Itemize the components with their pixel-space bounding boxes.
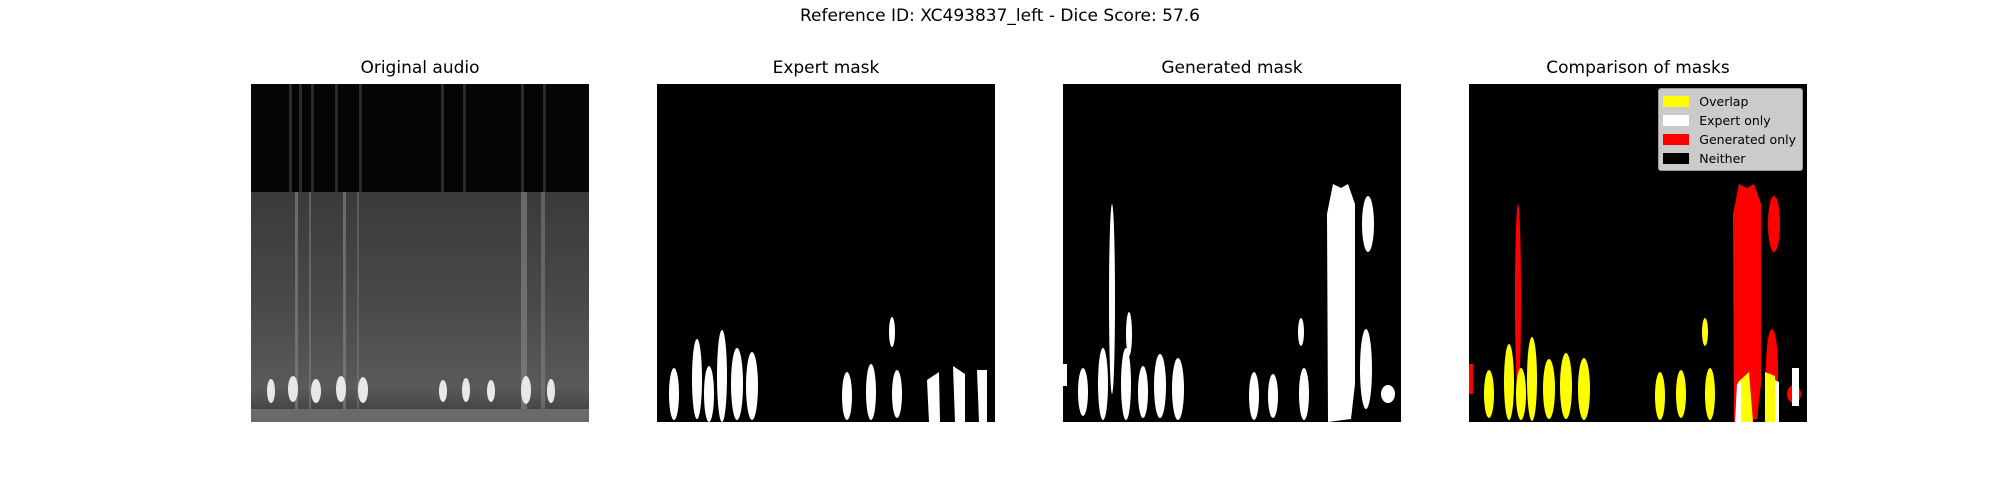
generated-mask-image [1063,184,1395,422]
legend-label: Generated only [1699,132,1796,147]
spectrogram-image [251,84,589,422]
legend-label: Overlap [1699,94,1749,109]
panel-title-comparison: Comparison of masks [1546,58,1730,78]
legend-label: Neither [1699,151,1746,166]
legend-label: Expert only [1699,113,1771,128]
panel-title-expert-mask: Expert mask [772,58,880,78]
mask-legend: Overlap Expert only Generated only Neith… [1658,88,1803,171]
legend-item-generated-only: Generated only [1663,130,1796,149]
spectrogram-panel [251,84,589,422]
generated-mask-panel [1063,84,1401,422]
legend-item-overlap: Overlap [1663,92,1796,111]
panel-title-original-audio: Original audio [360,58,480,78]
expert-mask-image [669,317,987,422]
panel-title-generated-mask: Generated mask [1161,58,1303,78]
legend-item-neither: Neither [1663,149,1796,168]
legend-swatch-generated-only [1663,134,1690,145]
figure-title: Reference ID: XC493837_left - Dice Score… [799,6,1200,26]
comparison-image [1469,184,1801,422]
legend-item-expert-only: Expert only [1663,111,1796,130]
legend-swatch-expert-only [1663,115,1690,126]
legend-swatch-overlap [1663,96,1690,107]
comparison-panel: Overlap Expert only Generated only Neith… [1469,84,1807,422]
legend-swatch-neither [1663,153,1690,164]
expert-mask-panel [657,84,995,422]
